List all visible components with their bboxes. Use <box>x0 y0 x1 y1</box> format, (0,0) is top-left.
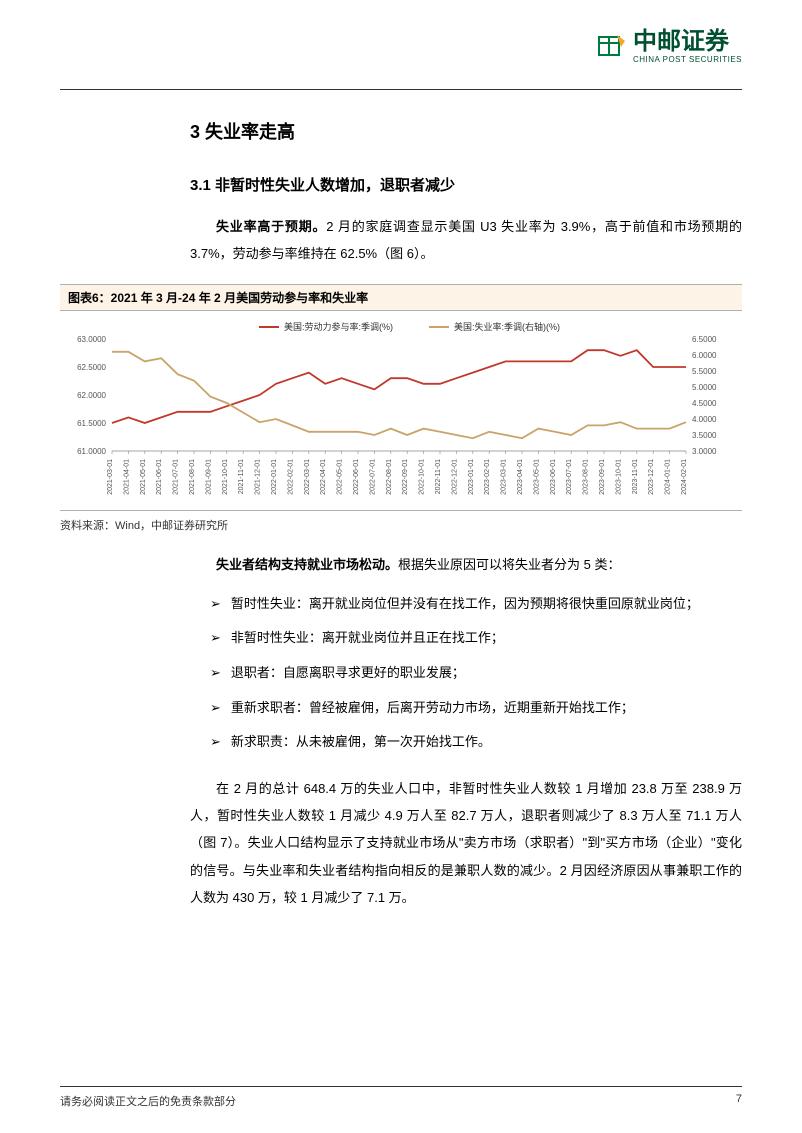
brand-logo: 中邮证券 CHINA POST SECURITIES <box>595 30 742 64</box>
svg-text:2021-12-01: 2021-12-01 <box>255 458 262 494</box>
svg-text:2021-04-01: 2021-04-01 <box>123 458 130 494</box>
page-footer: 请务必阅读正文之后的免责条款部分 7 <box>60 1086 742 1109</box>
svg-text:美国:劳动力参与率:季调(%): 美国:劳动力参与率:季调(%) <box>284 321 393 332</box>
chart6-title: 图表6：2021 年 3 月-24 年 2 月美国劳动参与率和失业率 <box>60 284 742 311</box>
svg-text:3.0000: 3.0000 <box>692 447 717 456</box>
list-item-text: 非暂时性失业：离开就业岗位并且正在找工作； <box>231 624 504 653</box>
svg-text:2023-08-01: 2023-08-01 <box>583 458 590 494</box>
bullet-marker-icon: ➢ <box>210 624 221 653</box>
svg-text:62.0000: 62.0000 <box>77 391 106 400</box>
bullet-marker-icon: ➢ <box>210 659 221 688</box>
list-item: ➢ 暂时性失业：离开就业岗位但并没有在找工作，因为预期将很快重回原就业岗位； <box>210 590 742 619</box>
svg-text:2021-08-01: 2021-08-01 <box>189 458 196 494</box>
svg-text:2021-03-01: 2021-03-01 <box>107 458 114 494</box>
svg-text:2022-03-01: 2022-03-01 <box>304 458 311 494</box>
svg-text:2021-10-01: 2021-10-01 <box>222 458 229 494</box>
svg-text:2023-04-01: 2023-04-01 <box>517 458 524 494</box>
list-item: ➢ 重新求职者：曾经被雇佣，后离开劳动力市场，近期重新开始找工作； <box>210 694 742 723</box>
heading-section-3: 3 失业率走高 <box>190 118 742 144</box>
bullet-marker-icon: ➢ <box>210 590 221 619</box>
svg-text:2022-05-01: 2022-05-01 <box>337 458 344 494</box>
list-item: ➢ 新求职责：从未被雇佣，第一次开始找工作。 <box>210 728 742 757</box>
svg-text:2023-07-01: 2023-07-01 <box>566 458 573 494</box>
svg-text:61.0000: 61.0000 <box>77 447 106 456</box>
svg-text:2024-01-01: 2024-01-01 <box>665 458 672 494</box>
svg-text:2022-12-01: 2022-12-01 <box>451 458 458 494</box>
svg-text:2023-10-01: 2023-10-01 <box>615 458 622 494</box>
svg-text:2023-11-01: 2023-11-01 <box>632 458 639 493</box>
svg-text:2022-01-01: 2022-01-01 <box>271 458 278 494</box>
svg-text:63.0000: 63.0000 <box>77 335 106 344</box>
svg-text:美国:失业率:季调(右轴)(%): 美国:失业率:季调(右轴)(%) <box>454 321 560 332</box>
chart6-source: 资料来源：Wind，中邮证券研究所 <box>60 511 742 533</box>
chart6-container: 美国:劳动力参与率:季调(%) 美国:失业率:季调(右轴)(%) 61.0000 61… <box>60 311 742 511</box>
china-post-icon <box>595 31 627 63</box>
chart6-svg: 美国:劳动力参与率:季调(%) 美国:失业率:季调(右轴)(%) 61.0000 61… <box>64 319 734 509</box>
svg-text:2021-06-01: 2021-06-01 <box>156 458 163 494</box>
svg-text:5.0000: 5.0000 <box>692 383 717 392</box>
list-item-text: 退职者：自愿离职寻求更好的职业发展； <box>231 659 465 688</box>
svg-text:2024-02-01: 2024-02-01 <box>681 458 688 494</box>
brand-name-cn: 中邮证券 <box>633 30 742 54</box>
svg-text:62.5000: 62.5000 <box>77 363 106 372</box>
svg-text:2023-01-01: 2023-01-01 <box>468 458 475 494</box>
footer-disclaimer: 请务必阅读正文之后的免责条款部分 <box>60 1093 236 1109</box>
list-item: ➢ 非暂时性失业：离开就业岗位并且正在找工作； <box>210 624 742 653</box>
list-item: ➢ 退职者：自愿离职寻求更好的职业发展； <box>210 659 742 688</box>
svg-text:2022-08-01: 2022-08-01 <box>386 458 393 494</box>
brand-name-en: CHINA POST SECURITIES <box>633 56 742 64</box>
svg-text:6.5000: 6.5000 <box>692 335 717 344</box>
list-item-text: 暂时性失业：离开就业岗位但并没有在找工作，因为预期将很快重回原就业岗位； <box>231 590 699 619</box>
list-item-text: 新求职责：从未被雇佣，第一次开始找工作。 <box>231 728 491 757</box>
svg-text:2023-05-01: 2023-05-01 <box>533 458 540 494</box>
svg-text:2021-11-01: 2021-11-01 <box>238 458 245 493</box>
svg-text:2021-07-01: 2021-07-01 <box>173 458 180 494</box>
list-item-text: 重新求职者：曾经被雇佣，后离开劳动力市场，近期重新开始找工作； <box>231 694 634 723</box>
para-1-bold: 失业率高于预期。 <box>216 219 326 234</box>
bullet-marker-icon: ➢ <box>210 694 221 723</box>
svg-text:4.5000: 4.5000 <box>692 399 717 408</box>
para-2-rest: 根据失业原因可以将失业者分为 5 类： <box>398 557 620 572</box>
svg-text:61.5000: 61.5000 <box>77 419 106 428</box>
svg-text:2022-10-01: 2022-10-01 <box>419 458 426 494</box>
svg-text:2021-05-01: 2021-05-01 <box>140 458 147 494</box>
para-2-bold: 失业者结构支持就业市场松动。 <box>216 557 398 572</box>
unemployment-types-list: ➢ 暂时性失业：离开就业岗位但并没有在找工作，因为预期将很快重回原就业岗位； ➢ 非暂… <box>210 590 742 757</box>
svg-text:6.0000: 6.0000 <box>692 351 717 360</box>
svg-text:4.0000: 4.0000 <box>692 415 717 424</box>
svg-text:2022-11-01: 2022-11-01 <box>435 458 442 493</box>
heading-section-3-1: 3.1 非暂时性失业人数增加，退职者减少 <box>190 174 742 195</box>
svg-text:2022-07-01: 2022-07-01 <box>369 458 376 494</box>
svg-text:3.5000: 3.5000 <box>692 431 717 440</box>
footer-page-number: 7 <box>736 1093 742 1109</box>
svg-text:2023-02-01: 2023-02-01 <box>484 458 491 494</box>
svg-text:2023-12-01: 2023-12-01 <box>648 458 655 494</box>
svg-text:2023-06-01: 2023-06-01 <box>550 458 557 494</box>
svg-text:2022-09-01: 2022-09-01 <box>402 458 409 494</box>
svg-text:2021-09-01: 2021-09-01 <box>205 458 212 494</box>
svg-text:5.5000: 5.5000 <box>692 367 717 376</box>
bullet-marker-icon: ➢ <box>210 728 221 757</box>
svg-text:2022-06-01: 2022-06-01 <box>353 458 360 494</box>
svg-text:2023-09-01: 2023-09-01 <box>599 458 606 494</box>
page-header: 中邮证券 CHINA POST SECURITIES <box>60 0 742 90</box>
svg-text:2022-02-01: 2022-02-01 <box>287 458 294 494</box>
para-2-intro: 失业者结构支持就业市场松动。根据失业原因可以将失业者分为 5 类： <box>190 551 742 578</box>
para-1: 失业率高于预期。2 月的家庭调查显示美国 U3 失业率为 3.9%，高于前值和市… <box>190 213 742 268</box>
svg-text:2022-04-01: 2022-04-01 <box>320 458 327 494</box>
para-3-long: 在 2 月的总计 648.4 万的失业人口中，非暂时性失业人数较 1 月增加 2… <box>190 775 742 911</box>
svg-text:2023-03-01: 2023-03-01 <box>501 458 508 494</box>
